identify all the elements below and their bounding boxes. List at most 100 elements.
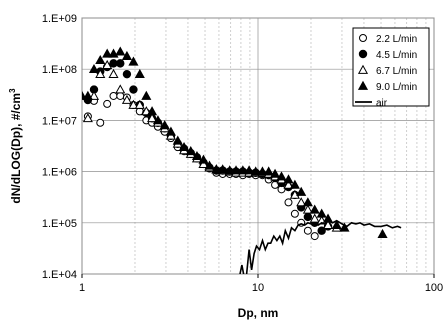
data-point-triangle-filled — [237, 165, 248, 175]
data-point-circle-filled — [358, 49, 368, 59]
series-9-0-l-min — [82, 46, 388, 239]
y-axis-label-text: dN/dLOG(Dp), #/cm — [9, 93, 23, 204]
data-point-triangle-open — [121, 94, 132, 104]
legend-item: 4.5 L/min — [358, 49, 417, 61]
data-point-circle-filled — [116, 59, 125, 68]
data-point-triangle-open — [108, 68, 119, 79]
data-point-triangle-filled — [302, 197, 313, 207]
data-point-triangle-open — [128, 99, 139, 109]
air-line — [239, 219, 402, 274]
y-tick-label: 1.E+04 — [42, 269, 77, 281]
legend-label: 6.7 L/min — [376, 66, 417, 77]
data-point-triangle-filled — [121, 50, 132, 60]
data-point-triangle-open — [322, 219, 334, 230]
data-point-circle-open — [359, 34, 367, 42]
legend-label: 9.0 L/min — [376, 82, 417, 93]
data-point-triangle-filled — [172, 135, 183, 145]
data-point-triangle-open — [88, 90, 100, 100]
legend: 2.2 L/min 4.5 L/min 6.7 L/min 9.0 L/min air — [352, 27, 430, 109]
data-point-triangle-open — [95, 68, 106, 79]
data-point-triangle-filled — [322, 213, 334, 223]
data-point-triangle-filled — [263, 166, 274, 176]
data-point-triangle-open — [302, 204, 313, 214]
data-point-triangle-filled — [134, 68, 145, 79]
y-tick-label: 1.E+06 — [42, 167, 77, 179]
data-point-triangle-filled — [339, 222, 350, 232]
data-point-circle-open — [109, 91, 118, 100]
data-point-triangle-filled — [128, 56, 139, 66]
data-point-triangle-filled — [244, 165, 255, 175]
y-tick-label: 1.E+08 — [42, 64, 77, 76]
data-point-triangle-open — [357, 64, 369, 74]
data-point-triangle-filled — [82, 90, 93, 100]
legend-item: 9.0 L/min — [357, 80, 417, 93]
y-axis-label: dN/dLOG(Dp), #/cm3 — [8, 88, 23, 204]
data-point-circle-open — [103, 99, 112, 108]
data-point-triangle-filled — [88, 63, 100, 74]
x-axis-label: Dp, nm — [238, 306, 279, 320]
data-point-triangle-filled — [283, 174, 294, 184]
data-point-triangle-filled — [357, 80, 369, 90]
data-point-circle-open — [116, 91, 125, 100]
x-tick-label: 10 — [252, 282, 264, 294]
data-point-triangle-filled — [191, 150, 203, 161]
data-point-triangle-filled — [141, 90, 152, 100]
data-point-triangle-open — [146, 113, 158, 123]
x-tick-label: 100 — [425, 282, 443, 294]
y-tick-label: 1.E+09 — [42, 13, 77, 25]
data-point-circle-filled — [122, 69, 132, 79]
data-point-triangle-filled — [309, 204, 320, 214]
legend-item: 2.2 L/min — [359, 34, 417, 45]
data-point-triangle-filled — [159, 120, 170, 130]
y-axis: 1.E+04 1.E+05 1.E+06 1.E+07 1.E+08 1.E+09 — [42, 13, 77, 281]
legend-item: air — [355, 98, 388, 109]
data-point-triangle-filled — [95, 54, 106, 65]
data-point-triangle-filled — [102, 48, 113, 58]
data-point-triangle-filled — [257, 166, 268, 176]
data-point-triangle-filled — [289, 179, 300, 189]
data-point-circle-open — [303, 226, 312, 235]
x-tick-label: 1 — [79, 282, 85, 294]
data-point-triangle-filled — [185, 145, 196, 156]
x-axis: 1 10 100 — [79, 274, 443, 294]
data-point-triangle-filled — [316, 208, 327, 218]
data-point-triangle-open — [134, 99, 145, 109]
data-point-triangle-filled — [270, 168, 281, 178]
data-point-triangle-filled — [152, 115, 163, 125]
legend-label: air — [376, 98, 388, 109]
y-tick-label: 1.E+07 — [42, 115, 77, 127]
data-point-triangle-filled — [198, 154, 209, 164]
data-point-triangle-filled — [377, 228, 388, 239]
data-point-triangle-filled — [224, 165, 235, 175]
y-axis-label-superscript: 3 — [8, 88, 17, 93]
data-point-circle-filled — [303, 212, 313, 222]
data-point-triangle-filled — [250, 166, 261, 176]
data-point-triangle-filled — [296, 186, 307, 196]
data-point-triangle-filled — [204, 160, 215, 170]
data-point-triangle-filled — [178, 141, 190, 152]
data-point-circle-open — [284, 198, 293, 207]
data-point-triangle-filled — [230, 165, 242, 175]
y-tick-label: 1.E+05 — [42, 218, 77, 230]
data-point-triangle-filled — [331, 219, 342, 230]
series-layer — [82, 46, 402, 274]
legend-item: 6.7 L/min — [357, 64, 417, 77]
data-point-triangle-open — [82, 113, 93, 123]
data-point-triangle-filled — [115, 46, 126, 56]
legend-label: 2.2 L/min — [376, 34, 417, 45]
data-point-circle-open — [290, 209, 299, 218]
legend-label: 4.5 L/min — [376, 50, 417, 61]
series-air — [239, 219, 402, 274]
data-point-triangle-open — [115, 84, 126, 94]
data-point-triangle-open — [102, 59, 113, 70]
legend-box — [352, 27, 430, 107]
data-point-triangle-filled — [165, 126, 176, 136]
data-point-triangle-open — [296, 197, 307, 207]
data-point-triangle-open — [198, 158, 209, 168]
data-point-circle-open — [96, 118, 105, 127]
data-point-circle-open — [310, 232, 319, 241]
data-point-triangle-filled — [217, 164, 228, 174]
data-point-triangle-filled — [211, 164, 222, 174]
data-point-circle-filled — [129, 85, 138, 94]
